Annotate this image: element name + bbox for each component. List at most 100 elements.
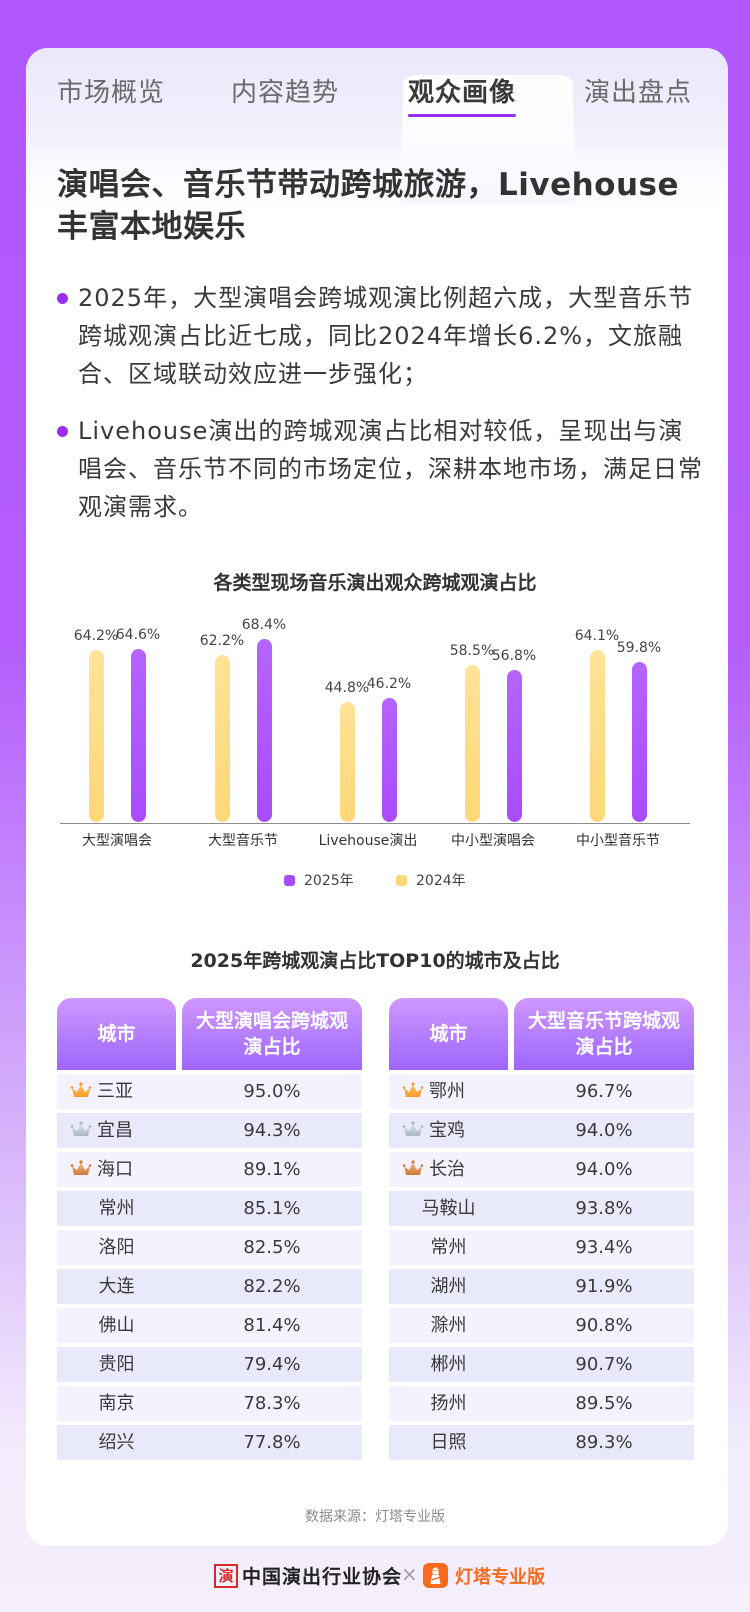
city-name: 海口: [97, 1159, 133, 1180]
bar-value-label: 64.6%: [115, 626, 161, 643]
city-percentage: 90.8%: [575, 1315, 633, 1336]
city-name: 郴州: [430, 1354, 467, 1375]
bar-value-label: 59.8%: [616, 639, 662, 656]
city-percentage: 89.1%: [243, 1159, 301, 1180]
value-header: 大型演唱会跨城观演占比: [182, 998, 362, 1070]
bar-2025: [131, 648, 146, 822]
rank-section-title: 2025年跨城观演占比TOP10的城市及占比: [190, 950, 560, 972]
city-name: 贵阳: [98, 1354, 135, 1375]
table-row: 南京 78.3%: [57, 1386, 362, 1421]
city-percentage: 89.3%: [575, 1432, 633, 1453]
bullet-text: 2025年，大型演唱会跨城观演比例超六成，大型音乐节跨城观演占比近七成，同比20…: [78, 284, 694, 388]
value-header: 大型音乐节跨城观演占比: [514, 998, 694, 1070]
city-name: 绍兴: [98, 1432, 135, 1453]
bar-2024: [89, 649, 104, 822]
city-percentage: 82.2%: [243, 1276, 301, 1297]
table-row: 常州 93.4%: [389, 1230, 694, 1265]
bar-2025: [507, 669, 522, 822]
bar-value-label: 58.5%: [449, 643, 495, 660]
crown-bronze-icon: [402, 1160, 424, 1178]
crown-silver-icon: [402, 1121, 424, 1139]
bullet-point-2: Livehouse演出的跨城观演占比相对较低，呈现出与演唱会、音乐节不同的市场定…: [57, 412, 707, 526]
bar-2024: [465, 665, 480, 822]
legend-label: 2025年: [304, 873, 354, 889]
bar-2025: [632, 661, 647, 822]
bar-value-label: 64.1%: [574, 628, 620, 645]
city-percentage: 89.5%: [575, 1393, 633, 1414]
table-row: 滁州 90.8%: [389, 1308, 694, 1343]
tab-bar: [26, 48, 728, 148]
table-row: 洛阳 82.5%: [57, 1230, 362, 1265]
city-name: 宝鸡: [429, 1120, 465, 1141]
city-percentage: 93.4%: [575, 1237, 633, 1258]
city-percentage: 90.7%: [575, 1354, 633, 1375]
table-row: 绍兴 77.8%: [57, 1425, 362, 1460]
city-percentage: 82.5%: [243, 1237, 301, 1258]
legend-swatch-icon: [284, 874, 295, 886]
separator: ×: [401, 1562, 418, 1586]
city-percentage: 79.4%: [243, 1354, 301, 1375]
tab-market-overview[interactable]: 市场概览: [57, 78, 166, 108]
table-row: 贵阳 79.4%: [57, 1347, 362, 1382]
city-percentage: 91.9%: [575, 1276, 633, 1297]
tab-show-review[interactable]: 演出盘点: [584, 78, 693, 108]
active-tab-background: [400, 75, 576, 205]
bar-value-label: 56.8%: [491, 647, 537, 664]
city-name: 长治: [429, 1159, 465, 1180]
data-source: 数据来源：灯塔专业版: [305, 1509, 445, 1525]
city-name: 常州: [98, 1198, 135, 1219]
legend-item-2025: 2025年: [284, 870, 354, 890]
city-name: 大连: [98, 1276, 135, 1297]
city-percentage: 94.0%: [575, 1120, 633, 1141]
bar-value-label: 68.4%: [241, 616, 287, 633]
city-name: 鄂州: [429, 1081, 465, 1102]
bar-2024: [215, 655, 230, 822]
bullet-dot-icon: [57, 426, 68, 437]
city-name: 日照: [430, 1432, 467, 1453]
tab-content-trends[interactable]: 内容趋势: [231, 78, 340, 108]
x-axis-line: [60, 823, 690, 824]
chart-legend: 2025年 2024年: [0, 870, 750, 890]
city-name: 洛阳: [98, 1237, 135, 1258]
table-row: 大连 82.2%: [57, 1269, 362, 1304]
table-row: 郴州 90.7%: [389, 1347, 694, 1382]
crown-bronze-icon: [70, 1160, 92, 1178]
category-label: Livehouse演出: [318, 833, 418, 849]
table-row: 马鞍山 93.8%: [389, 1191, 694, 1226]
bullet-dot-icon: [57, 293, 68, 304]
legend-label: 2024年: [416, 873, 466, 889]
association-seal-icon: 演: [214, 1564, 238, 1588]
bar-2024: [340, 701, 355, 822]
table-row: 扬州 89.5%: [389, 1386, 694, 1421]
category-label: 中小型演唱会: [451, 833, 535, 849]
legend-item-2024: 2024年: [396, 870, 466, 890]
city-percentage: 95.0%: [243, 1081, 301, 1102]
city-header: 城市: [57, 998, 176, 1070]
city-name: 常州: [430, 1237, 467, 1258]
crown-silver-icon: [70, 1121, 92, 1139]
crown-gold-icon: [70, 1082, 92, 1100]
chart-title: 各类型现场音乐演出观众跨城观演占比: [213, 572, 537, 594]
bar-value-label: 46.2%: [366, 676, 412, 693]
city-name: 佛山: [98, 1315, 135, 1336]
bar-value-label: 44.8%: [324, 679, 370, 696]
city-name: 马鞍山: [421, 1198, 476, 1219]
active-tab-indicator: [408, 114, 516, 117]
crown-gold-icon: [402, 1082, 424, 1100]
table-row: 日照 89.3%: [389, 1425, 694, 1460]
table-row: 海口 89.1%: [57, 1152, 362, 1187]
association-name: 中国演出行业协会: [242, 1566, 403, 1588]
partner-name: 灯塔专业版: [455, 1567, 545, 1588]
city-name: 湖州: [430, 1276, 467, 1297]
city-percentage: 94.3%: [243, 1120, 301, 1141]
table-row: 常州 85.1%: [57, 1191, 362, 1226]
bar-2024: [590, 650, 605, 822]
footer-brand: 演 中国演出行业协会 × 灯塔专业版: [0, 1560, 750, 1600]
city-percentage: 77.8%: [243, 1432, 301, 1453]
bar-2025: [382, 698, 397, 822]
lighthouse-logo-icon: [423, 1563, 448, 1588]
bar-2025: [257, 638, 272, 822]
tab-audience-profile[interactable]: 观众画像: [408, 78, 517, 108]
legend-swatch-icon: [396, 874, 407, 886]
category-label: 大型演唱会: [82, 833, 152, 849]
